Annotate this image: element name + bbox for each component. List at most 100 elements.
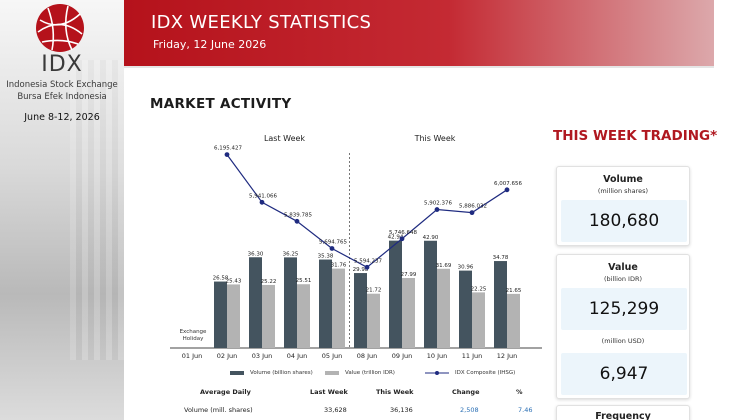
bar-volume	[494, 261, 507, 348]
bar-value-label: 22.25	[471, 286, 487, 292]
bar-value	[367, 293, 380, 348]
legend-label-volume: Volume (billion shares)	[250, 370, 313, 376]
ihsg-line	[226, 154, 508, 269]
table-cell-change: 2,508	[460, 406, 479, 414]
frequency-label: Frequency	[595, 411, 651, 420]
bar-volume	[459, 270, 472, 348]
bar-volume	[284, 257, 297, 348]
this-week-trading-title: THIS WEEK TRADING*	[553, 128, 718, 144]
legend-label-ihsg: IDX Composite (IHSG)	[455, 370, 516, 376]
ihsg-point	[224, 152, 230, 158]
legend-value: Value (trillion IDR)	[325, 370, 395, 376]
ihsg-point-label: 5,902.376	[424, 201, 452, 207]
table-header: This Week	[376, 388, 414, 396]
bar-value-label: 31.69	[436, 263, 452, 269]
bar-volume	[319, 259, 332, 348]
table-cell-label: Volume (mill. shares)	[184, 406, 253, 414]
table-header: Change	[452, 388, 480, 396]
report-date: Friday, 12 June 2026	[153, 38, 267, 51]
bar-value-label: 21.72	[366, 288, 382, 294]
bar-value	[472, 292, 485, 348]
bar-value-label: 25.22	[261, 279, 277, 285]
bar-volume	[424, 240, 437, 348]
header-divider	[124, 66, 714, 68]
x-tick-label: 10 Jun	[427, 352, 448, 360]
volume-card: Volume (million shares) 180,680	[556, 166, 690, 246]
ihsg-point	[294, 218, 300, 224]
value-amount: 125,299	[561, 288, 687, 330]
bar-volume-label: 36.30	[248, 251, 264, 257]
bar-volume-label: 30.96	[458, 265, 474, 271]
ihsg-point-label: 5,746.648	[389, 230, 417, 236]
bar-volume-label: 29.98	[353, 267, 369, 273]
value-label: Value	[608, 262, 638, 273]
x-tick-label: 12 Jun	[497, 352, 518, 360]
table-cell-this: 36,136	[390, 406, 413, 414]
ihsg-point	[504, 187, 510, 193]
ihsg-point-label: 5,694.765	[319, 239, 347, 245]
x-tick-label: 08 Jun	[357, 352, 378, 360]
volume-unit: (million shares)	[597, 187, 649, 195]
legend-swatch-value	[325, 371, 339, 375]
x-tick-label: 11 Jun	[462, 352, 483, 360]
legend-ihsg: IDX Composite (IHSG)	[425, 370, 515, 376]
table-cell-last: 33,628	[324, 406, 347, 414]
period-label-this-week: This Week	[414, 134, 456, 143]
brand-panel: IDX Indonesia Stock Exchange Bursa Efek …	[0, 0, 124, 420]
bar-value-label: 27.99	[401, 272, 417, 278]
ihsg-point-label: 5,886.032	[459, 204, 487, 210]
ihsg-point-label: 5,594.237	[354, 258, 382, 264]
table-cell-pct: 7.46	[518, 406, 533, 414]
x-tick-label: 09 Jun	[392, 352, 413, 360]
bar-volume-label: 36.25	[283, 251, 299, 257]
bar-value	[437, 268, 450, 348]
ihsg-point	[399, 236, 405, 242]
report-header: IDX WEEKLY STATISTICS Friday, 12 June 20…	[124, 0, 714, 68]
table-header: Last Week	[310, 388, 348, 396]
bar-volume	[354, 273, 367, 348]
legend-swatch-volume	[230, 371, 244, 375]
volume-label: Volume	[603, 174, 643, 185]
ihsg-point-label: 6,195.427	[214, 146, 242, 152]
background-texture	[70, 60, 124, 360]
ihsg-point-label: 5,839.785	[284, 212, 312, 218]
bar-volume-label: 34.78	[493, 255, 509, 261]
bar-volume-label: 35.38	[318, 254, 334, 260]
ihsg-point-label: 5,941.066	[249, 193, 277, 199]
section-title: MARKET ACTIVITY	[150, 96, 292, 112]
table-header: Average Daily	[200, 388, 251, 396]
bar-value-label: 31.76	[331, 263, 347, 269]
x-tick-label: 03 Jun	[252, 352, 273, 360]
x-tick-label: 01 Jun	[182, 352, 203, 360]
bar-value	[262, 284, 275, 348]
bar-value	[507, 293, 520, 348]
value-unit: (billion IDR)	[603, 275, 643, 283]
page-title: IDX WEEKLY STATISTICS	[151, 12, 372, 33]
bar-value	[227, 284, 240, 348]
value-usd-unit: (million USD)	[601, 337, 645, 345]
x-tick-label: 05 Jun	[322, 352, 343, 360]
bar-volume	[249, 257, 262, 348]
legend-swatch-ihsg	[425, 371, 449, 375]
holiday-label: Exchange	[180, 329, 207, 335]
volume-value: 180,680	[561, 200, 687, 242]
ihsg-point-label: 6,007.656	[494, 181, 522, 187]
ihsg-point	[329, 246, 335, 251]
x-tick-label: 04 Jun	[287, 352, 308, 360]
bar-volume	[389, 240, 402, 348]
bar-volume-label: 42.90	[423, 235, 439, 241]
x-tick-label: 02 Jun	[217, 352, 238, 360]
ihsg-point	[364, 264, 370, 270]
table-header-row: Average Daily Last Week This Week Change…	[150, 388, 540, 400]
legend-label-value: Value (trillion IDR)	[345, 370, 395, 376]
bar-volume-label: 42.94	[388, 235, 404, 241]
ihsg-point	[259, 199, 265, 205]
table-row: Volume (mill. shares) 33,628 36,136 2,50…	[150, 406, 540, 418]
report-period: June 8-12, 2026	[24, 112, 100, 123]
ihsg-point	[434, 207, 440, 212]
ihsg-point	[469, 210, 475, 216]
bar-volume	[214, 281, 227, 348]
legend-volume: Volume (billion shares)	[230, 370, 313, 376]
bar-value-label: 25.51	[296, 278, 312, 284]
